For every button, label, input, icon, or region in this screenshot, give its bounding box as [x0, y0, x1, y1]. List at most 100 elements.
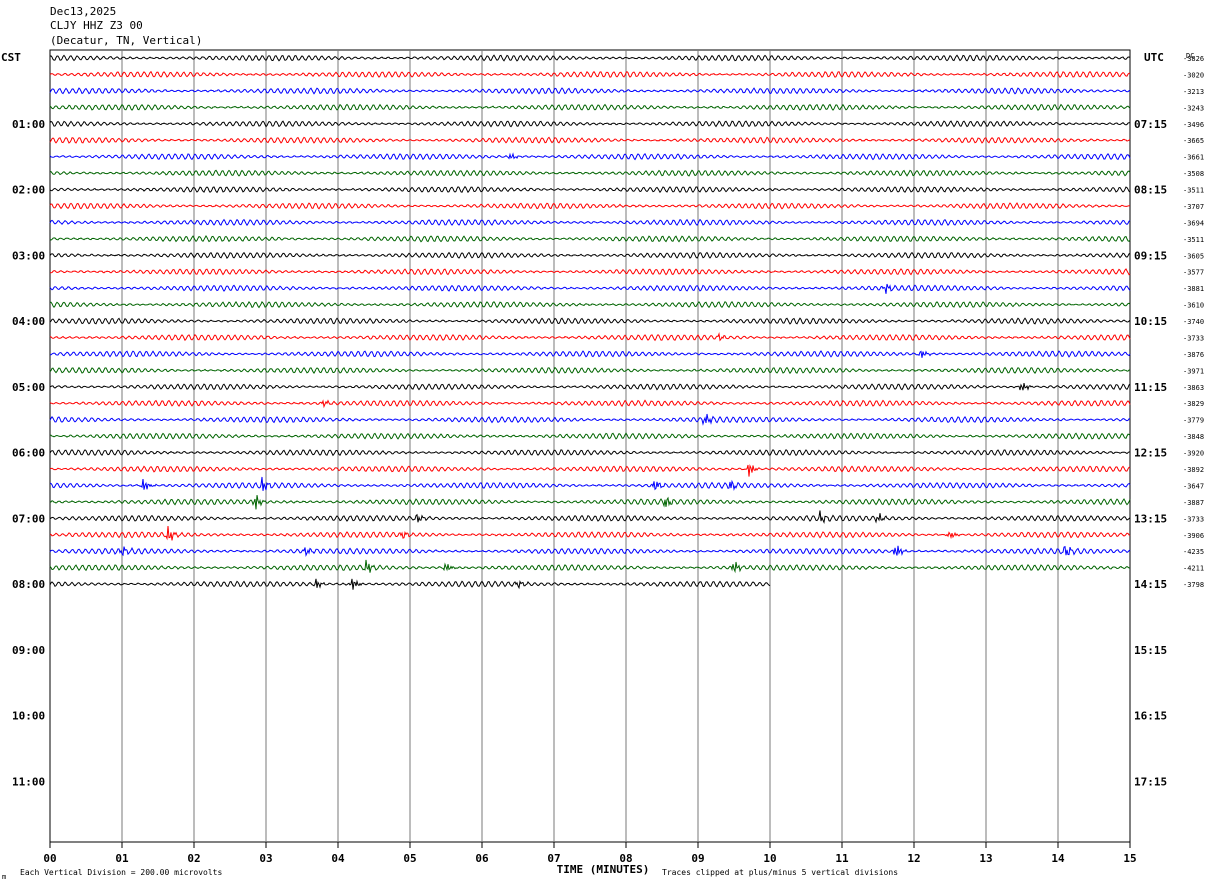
trace-3 — [49, 103, 1131, 112]
trace-offset-label: -3243 — [1183, 104, 1204, 112]
trace-offset-label: -3707 — [1183, 203, 1204, 211]
right-hour-label: 17:15 — [1134, 775, 1167, 788]
left-hour-label: 02:00 — [12, 184, 45, 197]
trace-13 — [49, 268, 1131, 276]
trace-offset-label: -3020 — [1183, 71, 1204, 79]
right-timezone-label: UTC — [1144, 51, 1164, 64]
corner-label: DC — [1186, 52, 1194, 60]
trace-21 — [49, 399, 1131, 409]
trace-26 — [49, 476, 1131, 492]
x-tick-label: 06 — [475, 852, 489, 865]
left-hour-label: 10:00 — [12, 710, 45, 723]
plot-frame — [49, 49, 1131, 843]
trace-5 — [49, 136, 1131, 144]
trace-offset-label: -3971 — [1183, 367, 1204, 375]
right-hour-label: 14:15 — [1134, 578, 1167, 591]
trace-offset-label: -3920 — [1183, 450, 1204, 458]
trace-18 — [49, 350, 1131, 358]
trace-offset-label: -3511 — [1183, 187, 1204, 195]
trace-offset-label: -3848 — [1183, 433, 1204, 441]
x-tick-label: 09 — [691, 852, 704, 865]
trace-27 — [49, 495, 1131, 510]
trace-29 — [49, 525, 1131, 541]
trace-offset-label: -3826 — [1183, 55, 1204, 63]
left-hour-label: 03:00 — [12, 249, 45, 262]
trace-offset-label: -3829 — [1183, 400, 1204, 408]
right-hour-label: 16:15 — [1134, 710, 1167, 723]
location-label: (Decatur, TN, Vertical) — [50, 34, 203, 47]
left-hour-label: 09:00 — [12, 644, 45, 657]
trace-32 — [49, 578, 771, 590]
right-hour-label: 09:15 — [1134, 249, 1167, 262]
trace-11 — [49, 235, 1131, 243]
left-hour-label: 01:00 — [12, 118, 45, 131]
trace-offset-label: -3863 — [1183, 384, 1204, 392]
trace-19 — [49, 366, 1131, 375]
trace-offset-label: -3496 — [1183, 121, 1204, 129]
trace-offset-label: -3740 — [1183, 318, 1204, 326]
x-tick-label: 01 — [115, 852, 129, 865]
trace-offset-label: -3906 — [1183, 532, 1204, 540]
scale-note: Each Vertical Division = 200.00 microvol… — [20, 868, 222, 877]
x-tick-label: 03 — [259, 852, 272, 865]
trace-offset-label: -3511 — [1183, 236, 1204, 244]
trace-25 — [49, 464, 1131, 477]
left-timezone-label: CST — [1, 51, 21, 64]
right-hour-label: 10:15 — [1134, 315, 1167, 328]
trace-offset-label: -3798 — [1183, 581, 1204, 589]
trace-offset-label: -3733 — [1183, 515, 1204, 523]
trace-15 — [49, 300, 1131, 309]
right-hour-label: 15:15 — [1134, 644, 1167, 657]
trace-16 — [49, 317, 1131, 325]
x-tick-label: 12 — [907, 852, 920, 865]
x-tick-label: 00 — [43, 852, 56, 865]
left-hour-label: 04:00 — [12, 315, 45, 328]
trace-22 — [49, 413, 1131, 426]
trace-23 — [49, 432, 1131, 440]
trace-offset-label: -3779 — [1183, 417, 1204, 425]
clip-note: Traces clipped at plus/minus 5 vertical … — [662, 868, 898, 877]
trace-offset-label: -3605 — [1183, 252, 1204, 260]
x-tick-label: 11 — [835, 852, 849, 865]
trace-28 — [49, 510, 1131, 524]
trace-0 — [49, 54, 1131, 62]
right-hour-label: 07:15 — [1134, 118, 1167, 131]
trace-offset-label: -3661 — [1183, 154, 1204, 162]
date-label: Dec13,2025 — [50, 5, 117, 18]
x-tick-label: 14 — [1051, 852, 1065, 865]
trace-2 — [49, 87, 1131, 95]
trace-offset-label: -3694 — [1183, 219, 1204, 227]
station-label: CLJY HHZ Z3 00 — [50, 19, 143, 32]
left-hour-label: 08:00 — [12, 578, 45, 591]
right-hour-label: 08:15 — [1134, 184, 1167, 197]
trace-30 — [49, 545, 1131, 558]
corner-mark: m — [2, 873, 6, 881]
trace-9 — [49, 202, 1131, 210]
trace-offset-label: -3876 — [1183, 351, 1204, 359]
left-hour-label: 05:00 — [12, 381, 45, 394]
trace-offset-label: -3665 — [1183, 137, 1204, 145]
left-hour-label: 11:00 — [12, 775, 45, 788]
trace-14 — [49, 283, 1131, 294]
x-tick-label: 08 — [619, 852, 632, 865]
trace-offset-label: -3647 — [1183, 482, 1204, 490]
x-tick-label: 07 — [547, 852, 560, 865]
x-tick-label: 10 — [763, 852, 776, 865]
x-tick-label: 05 — [403, 852, 416, 865]
right-hour-label: 12:15 — [1134, 447, 1167, 460]
trace-8 — [49, 185, 1131, 194]
trace-offset-label: -4235 — [1183, 548, 1204, 556]
left-hour-label: 07:00 — [12, 512, 45, 525]
trace-17 — [49, 331, 1131, 342]
left-hour-label: 06:00 — [12, 447, 45, 460]
right-hour-label: 13:15 — [1134, 512, 1167, 525]
trace-offset-label: -3577 — [1183, 269, 1204, 277]
trace-offset-label: -3733 — [1183, 334, 1204, 342]
trace-offset-label: -4211 — [1183, 565, 1204, 573]
trace-10 — [49, 218, 1131, 227]
trace-7 — [49, 169, 1131, 177]
trace-offset-label: -3881 — [1183, 285, 1204, 293]
trace-offset-label: -3213 — [1183, 88, 1204, 96]
trace-24 — [49, 449, 1131, 457]
